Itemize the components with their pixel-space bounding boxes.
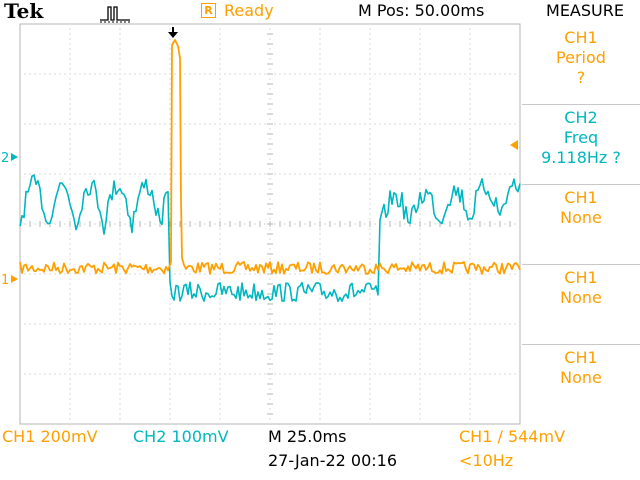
trigger-frequency: <10Hz	[459, 451, 514, 470]
acquisition-status: Ready	[224, 1, 274, 20]
measure-divider	[522, 344, 640, 345]
measure-divider	[522, 264, 640, 265]
measure-divider	[522, 104, 640, 105]
ch1-marker-label: 1	[1, 273, 9, 288]
measure-menu-title[interactable]: MEASURE	[546, 1, 624, 20]
ch2-volts-per-div[interactable]: CH2 100mV	[133, 427, 229, 446]
trigger-pulse-icon	[100, 6, 130, 23]
measure-measurement: Freq	[563, 128, 599, 147]
ch2-waveform	[19, 174, 521, 303]
date-time: 27-Jan-22 00:16	[268, 451, 398, 470]
trigger-position-marker[interactable]	[168, 27, 178, 38]
trigger-info[interactable]: CH1 ∕ 544mV	[459, 427, 566, 446]
graticule	[19, 23, 521, 425]
brand-logo: Tek	[4, 0, 44, 23]
measure-measurement: None	[560, 368, 602, 387]
measure-slot-1[interactable]: CH1 Period?	[522, 28, 640, 88]
ch2-ground-marker[interactable]: 2	[1, 151, 18, 166]
trigger-level-marker[interactable]	[510, 140, 518, 150]
ch1-ground-marker[interactable]: 1	[1, 273, 18, 288]
timebase[interactable]: M 25.0ms	[268, 427, 347, 446]
status-indicator: R	[201, 3, 216, 18]
horizontal-position: M Pos: 50.00ms	[358, 1, 485, 20]
measure-channel: CH1	[564, 28, 598, 47]
measure-measurement: None	[560, 288, 602, 307]
measure-value: 9.118Hz ?	[541, 148, 621, 167]
measure-slot-5[interactable]: CH1 None	[522, 348, 640, 408]
measure-value: ?	[576, 68, 586, 87]
ch1-waveform	[19, 39, 521, 275]
measure-slot-3[interactable]: CH1 None	[522, 188, 640, 248]
measure-channel: CH2	[564, 108, 598, 127]
measure-channel: CH1	[564, 268, 598, 287]
measure-measurement: None	[560, 208, 602, 227]
measure-channel: CH1	[564, 348, 598, 367]
measure-slot-4[interactable]: CH1 None	[522, 268, 640, 328]
ch1-volts-per-div[interactable]: CH1 200mV	[2, 427, 98, 446]
measure-channel: CH1	[564, 188, 598, 207]
measure-measurement: Period	[556, 48, 606, 67]
measure-divider	[522, 184, 640, 185]
measure-slot-2[interactable]: CH2 Freq 9.118Hz ?	[522, 108, 640, 168]
ch2-marker-label: 2	[1, 151, 9, 166]
